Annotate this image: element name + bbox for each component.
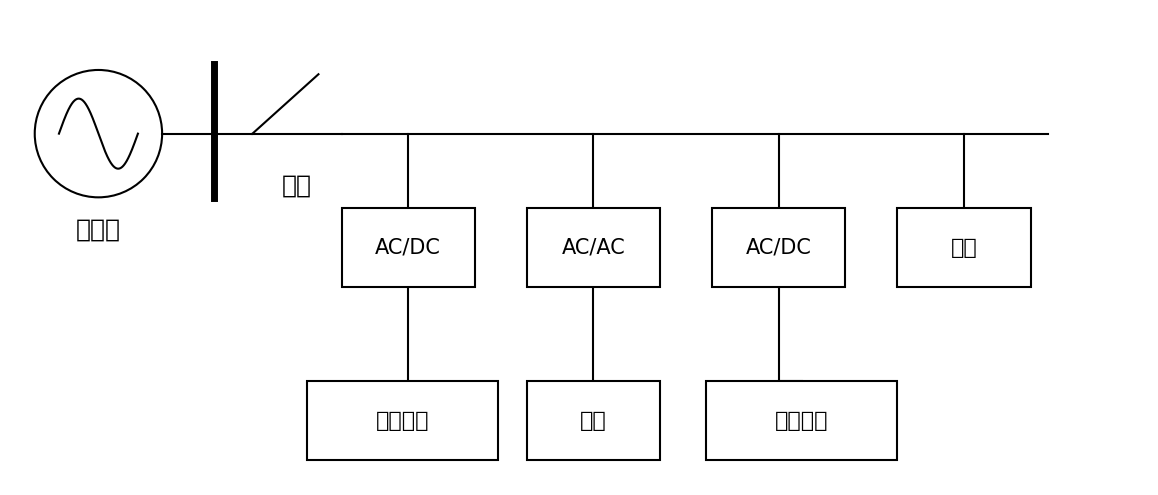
FancyBboxPatch shape: [706, 381, 897, 460]
FancyBboxPatch shape: [307, 381, 498, 460]
Text: 光伏组件: 光伏组件: [775, 411, 829, 431]
Text: AC/DC: AC/DC: [746, 238, 812, 257]
Text: 负荷: 负荷: [951, 238, 977, 257]
FancyBboxPatch shape: [527, 381, 660, 460]
Text: 开关: 开关: [283, 173, 312, 197]
Text: 风机: 风机: [580, 411, 607, 431]
Text: 储能装置: 储能装置: [375, 411, 430, 431]
FancyBboxPatch shape: [712, 208, 845, 287]
Text: 配电网: 配电网: [76, 217, 120, 241]
Text: AC/AC: AC/AC: [562, 238, 625, 257]
FancyBboxPatch shape: [342, 208, 475, 287]
FancyBboxPatch shape: [527, 208, 660, 287]
Text: AC/DC: AC/DC: [375, 238, 441, 257]
FancyBboxPatch shape: [897, 208, 1031, 287]
